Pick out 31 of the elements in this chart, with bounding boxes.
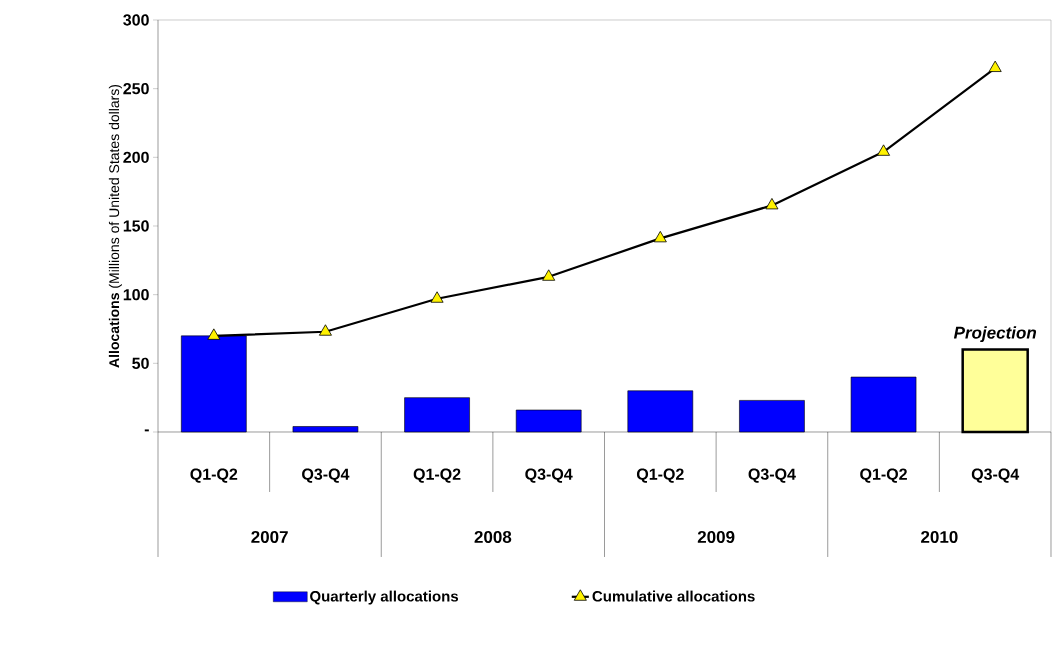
- y-tick-label: 100: [123, 289, 149, 301]
- point: [988, 60, 1002, 72]
- x-tick-label: Q1-Q2: [860, 468, 907, 483]
- x-tick-label: Q1-Q2: [636, 468, 684, 483]
- point: [318, 324, 332, 336]
- legend-label: Quarterly allocations: [310, 590, 459, 605]
- x-tick-label: Q3-Q4: [525, 468, 573, 483]
- legend-label: Cumulative allocations: [592, 590, 755, 602]
- point: [542, 269, 556, 281]
- y-tick-label: 200: [123, 151, 149, 163]
- x-tick-label: Q3-Q4: [302, 468, 350, 483]
- y-axis-title: Allocations (Millions of United States dollars): [108, 84, 122, 368]
- text: 2007: [251, 530, 288, 544]
- y-tick-label: -: [144, 429, 149, 432]
- x-tick-label: Q1-Q2: [190, 468, 238, 483]
- y-tick-label: 150: [123, 220, 149, 232]
- point: [207, 328, 221, 340]
- annotation: Projection: [953, 326, 1037, 343]
- x-tick-label: Q3-Q4: [748, 468, 796, 483]
- point: [877, 144, 891, 156]
- y-tick-label: 250: [123, 83, 149, 95]
- point: [765, 197, 779, 210]
- y-tick-label: 50: [132, 357, 149, 369]
- text: 2008: [474, 530, 512, 544]
- y-tick-label: 300: [123, 14, 149, 26]
- point: [653, 230, 667, 243]
- x-tick-label: Q1-Q2: [413, 468, 461, 483]
- text: 2009: [697, 530, 735, 544]
- point: [430, 291, 444, 303]
- x-tick-label: Q3-Q4: [971, 468, 1020, 483]
- text: 2010: [921, 530, 958, 544]
